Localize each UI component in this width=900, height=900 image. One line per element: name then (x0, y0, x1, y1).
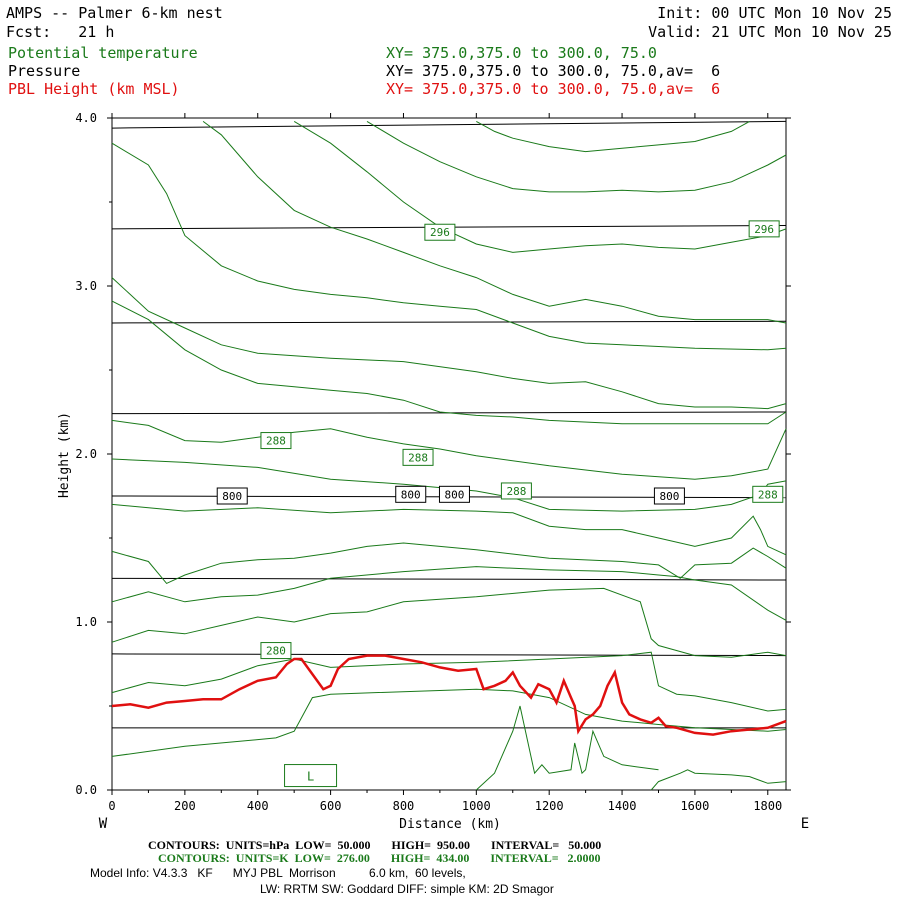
theta-label-box (424, 223, 456, 241)
init-time: Init: 00 UTC Mon 10 Nov 25 (657, 4, 892, 22)
theta-contour (111, 587, 787, 658)
theta-label: 288 (506, 485, 526, 498)
plot-frame (111, 117, 787, 791)
pressure-isobar (111, 320, 787, 324)
x-tick-label: 1400 (608, 799, 637, 813)
west-label: W (99, 816, 108, 832)
theta-label-box (748, 220, 780, 238)
pressure-label-box (653, 487, 685, 505)
theta-label: 296 (754, 223, 774, 236)
theta-label-box (260, 642, 292, 660)
theta-label-box (402, 448, 434, 466)
pbl-height-line (111, 654, 787, 736)
east-label: E (801, 816, 809, 832)
y-axis-label: Height (km) (57, 412, 72, 498)
low-marker-label: L (307, 770, 314, 784)
theta-contour (111, 566, 787, 621)
theta-label: 288 (408, 451, 428, 464)
y-tick-label: 0.0 (75, 783, 97, 797)
field-pbl-xy: XY= 375.0,375.0 to 300.0, 75.0,av= 6 (386, 80, 721, 98)
x-tick-label: 200 (174, 799, 196, 813)
model-info-physics: LW: RRTM SW: Goddard DIFF: simple KM: 2D… (260, 882, 554, 896)
pressure-isobar (111, 577, 787, 581)
forecast-hour: Fcst: 21 h (6, 23, 115, 41)
pressure-isobar (111, 120, 787, 129)
pressure-label-box (395, 485, 427, 503)
x-tick-label: 600 (320, 799, 342, 813)
theta-contour (111, 688, 787, 757)
x-tick-label: 400 (247, 799, 269, 813)
theta-label: 288 (758, 488, 778, 501)
model-info: Model Info: V4.3.3 KF MYJ PBL Morrison 6… (90, 866, 466, 880)
pressure-label: 800 (659, 490, 679, 503)
y-tick-label: 1.0 (75, 615, 97, 629)
pressure-isobar (111, 653, 787, 657)
theta-contour (111, 651, 787, 712)
theta-label: 296 (430, 226, 450, 239)
x-axis-label: Distance (km) (399, 817, 501, 832)
theta-label-box (500, 482, 532, 500)
theta-contour (202, 120, 787, 324)
plot-title: AMPS -- Palmer 6-km nest (6, 4, 223, 22)
field-theta-xy: XY= 375.0,375.0 to 300.0, 75.0 (386, 44, 657, 62)
x-tick-label: 1200 (535, 799, 564, 813)
y-tick-label: 2.0 (75, 447, 97, 461)
field-pressure-xy: XY= 375.0,375.0 to 300.0, 75.0,av= 6 (386, 62, 721, 80)
theta-contour (111, 142, 787, 351)
field-theta-name: Potential temperature (8, 44, 198, 62)
theta-contour (111, 300, 787, 425)
theta-contour (111, 419, 787, 480)
x-tick-label: 1600 (680, 799, 709, 813)
pressure-label-box (216, 487, 248, 505)
x-tick-label: 1800 (753, 799, 782, 813)
y-tick-label: 3.0 (75, 279, 97, 293)
theta-label-box (260, 432, 292, 450)
valid-time: Valid: 21 UTC Mon 10 Nov 25 (648, 23, 892, 41)
theta-label: 288 (266, 435, 286, 448)
theta-contour (111, 277, 787, 410)
theta-contour (293, 120, 787, 253)
y-tick-label: 4.0 (75, 111, 97, 125)
x-tick-label: 800 (393, 799, 415, 813)
pressure-label: 800 (401, 488, 421, 501)
field-pressure-name: Pressure (8, 62, 81, 80)
theta-contour (366, 120, 787, 193)
theta-contour (111, 542, 787, 585)
pressure-label: 800 (222, 490, 242, 503)
x-tick-label: 0 (108, 799, 115, 813)
pressure-contour-info: CONTOURS: UNITS=hPa LOW= 50.000 HIGH= 95… (148, 838, 602, 852)
field-pbl-name: PBL Height (km MSL) (8, 80, 180, 98)
pressure-label-box (438, 485, 470, 503)
x-tick-label: 1000 (462, 799, 491, 813)
theta-contour (476, 120, 750, 153)
theta-label-box (752, 485, 784, 503)
theta-contour-info: CONTOURS: UNITS=K LOW= 276.00 HIGH= 434.… (158, 851, 601, 865)
theta-contour (650, 769, 787, 791)
theta-contour (475, 705, 659, 791)
theta-label: 280 (266, 645, 286, 658)
low-marker-box (284, 764, 338, 788)
theta-contour (111, 503, 787, 556)
pressure-label: 800 (445, 488, 465, 501)
